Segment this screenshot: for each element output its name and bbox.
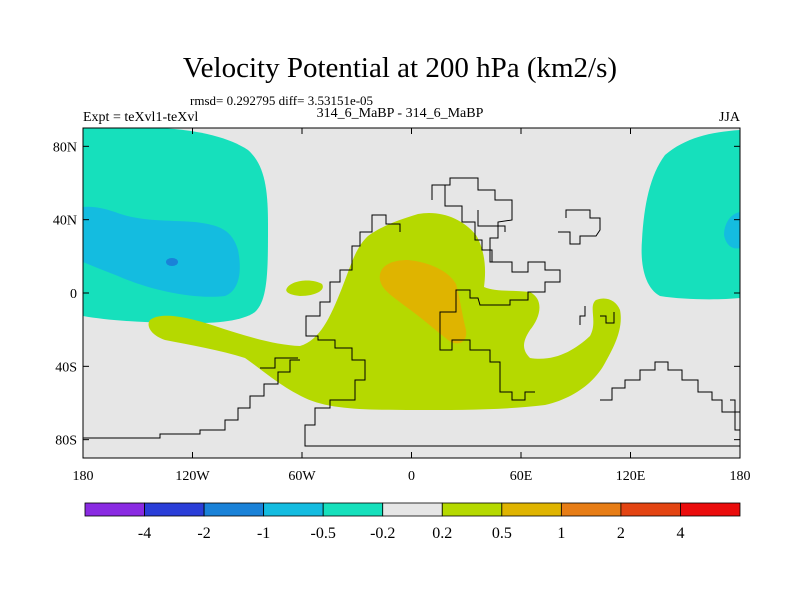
y-tick-label-1: 40N	[53, 214, 77, 229]
y-tick-label-0: 80N	[53, 140, 77, 155]
colorbar-swatch-9	[620, 502, 681, 517]
colorbar-swatch-8	[560, 502, 622, 517]
x-tick-label-3: 0	[408, 469, 415, 484]
coastline-greenland	[444, 185, 506, 262]
colorbar-label-7: 1	[557, 525, 565, 542]
region-positive-0.2-0.5-main	[148, 212, 621, 410]
colorbar-label-5: 0.2	[432, 525, 452, 542]
coastline-east-antarctic	[730, 399, 740, 431]
colorbar-label-6: 0.5	[492, 525, 512, 542]
colorbar-label-4: -0.2	[370, 525, 395, 542]
region-positive-0.2-0.5-blob	[286, 280, 323, 296]
case-label: 314_6_MaBP - 314_6_MaBP	[316, 106, 484, 121]
season-label: JJA	[718, 110, 740, 125]
colorbar-swatch-6	[441, 502, 503, 517]
colorbar-swatch-2	[203, 502, 265, 517]
region-negative-0.5-1-east	[724, 212, 740, 249]
chart-title: Velocity Potential at 200 hPa (km2/s)	[182, 52, 618, 84]
colorbar: -4 -2 -1 -0.5 -0.2 0.2 0.5 1 2 4	[84, 502, 741, 542]
coastline-africa-europe	[431, 177, 561, 401]
x-tick-label-5: 120E	[616, 469, 646, 484]
colorbar-swatch-0	[84, 502, 145, 517]
colorbar-label-8: 2	[617, 525, 625, 542]
contour-fill-layer	[83, 128, 740, 447]
colorbar-swatch-10	[680, 502, 741, 517]
colorbar-label-2: -1	[257, 525, 270, 542]
colorbar-label-3: -0.5	[311, 525, 336, 542]
colorbar-swatch-1	[144, 502, 205, 517]
x-tick-label-1: 120W	[175, 469, 210, 484]
x-tick-label-2: 60W	[288, 469, 316, 484]
coastline-south-america	[83, 359, 300, 439]
coastline-australia	[600, 361, 740, 413]
axis-layer: 180 120W 60W 0 60E 120E 180 80N 40N 0 40S 80S	[53, 128, 751, 484]
colorbar-label-1: -2	[197, 525, 210, 542]
coastline-southeast-asia	[579, 306, 615, 325]
colorbar-swatch-3	[263, 502, 324, 517]
coastlines	[83, 177, 740, 447]
colorbar-label-9: 4	[676, 525, 684, 542]
coastline-pacific-island	[260, 357, 298, 369]
coastline-west-atlantic	[304, 214, 740, 447]
colorbar-label-0: -4	[138, 525, 151, 542]
region-negative-0.5-1-west	[83, 206, 240, 297]
colorbar-swatch-7	[501, 502, 562, 517]
y-tick-label-3: 40S	[55, 360, 77, 375]
x-tick-label-6: 180	[730, 469, 751, 484]
x-tick-label-4: 60E	[510, 469, 533, 484]
colorbar-swatch-4	[322, 502, 384, 517]
x-tick-label-0: 180	[73, 469, 94, 484]
experiment-label: Expt = teXvl1-teXvl	[83, 110, 199, 125]
y-tick-label-4: 80S	[55, 434, 77, 449]
statistics-subtitle: rmsd= 0.292795 diff= 3.53151e-05	[190, 93, 374, 108]
coastline-asia	[558, 209, 601, 245]
region-positive-0.5-1	[379, 260, 467, 344]
colorbar-swatch-5	[382, 502, 443, 517]
y-tick-label-2: 0	[70, 287, 77, 302]
region-negative-1-2	[166, 258, 178, 266]
region-negative-0.2-0.5-east	[641, 128, 740, 300]
